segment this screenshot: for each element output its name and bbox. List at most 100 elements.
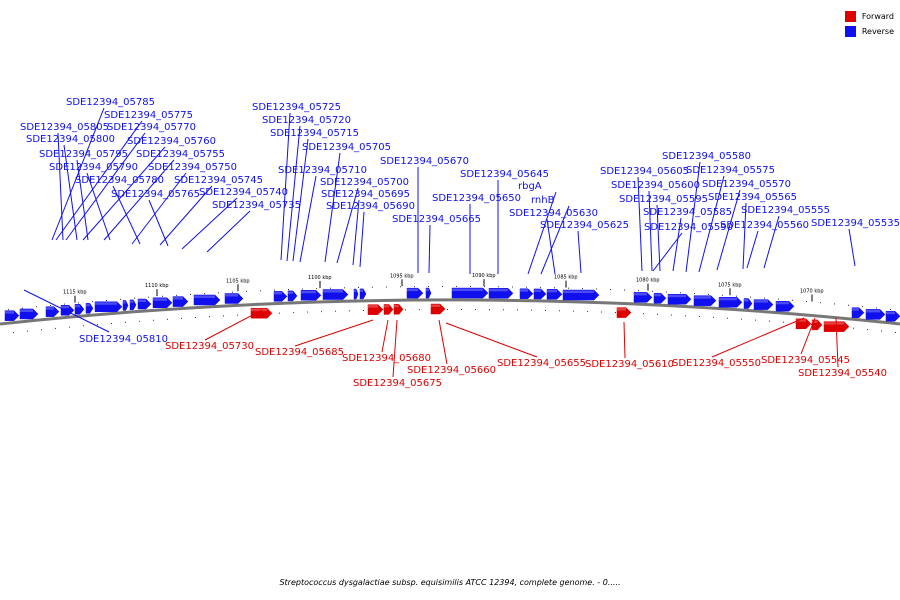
forward-gene-arrow [367,304,384,315]
minor-tick [881,330,882,332]
forward-gene-arrow [383,304,394,315]
minor-tick [727,317,728,319]
minor-tick [475,309,476,311]
reverse-gene-arrow [322,289,349,300]
minor-tick [867,329,868,331]
minor-tick [568,287,569,289]
scale-tick-label: 1085 kbp [554,275,578,281]
minor-tick [260,290,261,292]
reverse-gene-label: SDE12394_05605 [600,166,689,177]
reverse-gene-arrow [172,296,189,307]
minor-tick [461,309,462,311]
reverse-gene-leader [848,228,856,267]
reverse-gene-arrow-shine [225,294,238,297]
reverse-gene-label: SDE12394_05705 [302,142,391,153]
minor-tick [237,314,238,316]
reverse-gene-leader [428,224,431,274]
minor-tick [22,307,23,309]
minor-tick [806,300,807,302]
forward-gene-label: SDE12394_05550 [672,358,761,369]
minor-tick [8,309,9,311]
reverse-gene-arrow-shine [634,292,647,296]
minor-tick [792,299,793,301]
minor-tick [615,312,616,314]
scale-tick-label: 1070 kbp [800,288,824,294]
legend-reverse: Reverse [844,24,894,39]
scale-tick-label: 1110 kbp [145,283,169,289]
reverse-gene-arrow [653,292,667,304]
reverse-gene-label: SDE12394_05580 [662,151,751,162]
minor-tick [503,309,504,311]
reverse-gene-leader [181,197,238,250]
reverse-gene-label: SDE12394_05595 [619,194,708,205]
reverse-gene-arrow-shine [852,308,859,311]
reverse-gene-leader [540,205,570,275]
reverse-gene-leader [652,232,683,272]
reverse-gene-arrow [94,301,123,313]
minor-tick [134,297,135,299]
forward-gene-leader [294,319,374,347]
reverse-gene-label: SDE12394_05760 [127,136,216,147]
minor-tick [582,288,583,290]
minor-tick [358,286,359,288]
minor-tick [195,316,196,318]
minor-tick [540,286,541,288]
reverse-gene-arrow [851,307,865,318]
forward-gene-label: SDE12394_05730 [165,341,254,352]
forward-gene-label: SDE12394_05660 [407,365,496,376]
reverse-gene-arrow-shine [694,296,711,299]
reverse-gene-arrow [4,310,20,321]
reverse-gene-label: SDE12394_05735 [212,200,301,211]
minor-tick [442,286,443,288]
minor-tick [526,286,527,288]
reverse-gene-arrow [122,300,129,311]
minor-tick [148,296,149,298]
legend-forward: Forward [844,9,894,24]
forward-gene-arrow-shine [368,305,378,308]
reverse-gene-arrow [753,299,774,310]
reverse-gene-label: SDE12394_05695 [321,189,410,200]
reverse-gene-leader [23,289,110,333]
reverse-gene-leader [763,215,780,269]
reverse-gene-arrow-shine [520,289,528,292]
reverse-gene-label: SDE12394_05710 [278,165,367,176]
minor-tick [363,309,364,311]
minor-tick [708,293,709,295]
minor-tick [890,308,891,310]
reverse-gene-label: SDE12394_05645 [460,169,549,180]
minor-tick [638,290,639,292]
reverse-gene-arrow [451,287,489,299]
minor-tick [246,290,247,292]
reverse-gene-label: SDE12394_05590 [644,222,733,233]
reverse-gene-leader [286,125,301,262]
minor-tick [167,318,168,320]
minor-tick [27,330,28,332]
reverse-gene-label: SDE12394_05750 [148,162,237,173]
reverse-gene-leader [57,132,64,241]
minor-tick [279,312,280,314]
minor-tick [153,319,154,321]
reverse-gene-leader [716,189,741,271]
scale-tick-label: 1100 kbp [308,275,332,281]
reverse-gene-leader [637,176,643,272]
reverse-gene-arrow [546,289,563,300]
reverse-gene-arrow-shine [489,288,508,292]
reverse-gene-arrow-shine [75,304,80,308]
reverse-gene-label: SDE12394_05790 [49,162,138,173]
minor-tick [69,326,70,328]
reverse-gene-arrow-shine [288,291,293,294]
forward-gene-arrow-shine [431,304,440,308]
minor-tick [400,286,401,288]
reverse-gene-arrow-shine [173,297,183,300]
reverse-gene-arrow [865,309,886,320]
minor-tick [601,311,602,313]
minor-tick [232,291,233,293]
minor-tick [335,310,336,312]
reverse-gene-label: SDE12394_05535 [811,218,900,229]
legend: Forward Reverse [844,9,894,39]
reverse-gene-arrow-shine [719,297,737,301]
reverse-gene-label: SDE12394_05555 [741,205,830,216]
reverse-gene-label: SDE12394_05630 [509,208,598,219]
reverse-gene-arrow-shine [534,289,541,292]
reverse-gene-arrow-shine [452,288,483,292]
